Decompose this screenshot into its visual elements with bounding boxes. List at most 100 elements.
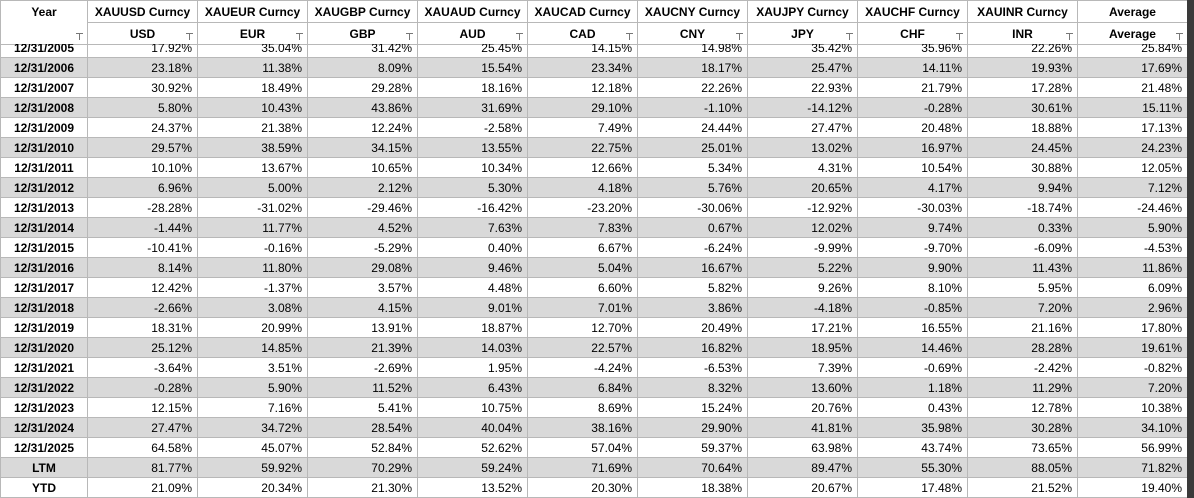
filter-icon[interactable] bbox=[956, 33, 963, 41]
cell: 28.28% bbox=[967, 337, 1078, 358]
cell: 19.40% bbox=[1077, 477, 1187, 498]
cell: -2.66% bbox=[87, 297, 198, 318]
cell: 14.85% bbox=[197, 337, 308, 358]
cell: 43.86% bbox=[307, 97, 418, 118]
row-label: 12/31/2019 bbox=[0, 317, 88, 338]
cell: 18.31% bbox=[87, 317, 198, 338]
column-header: XAUGBP Curncy bbox=[307, 0, 418, 23]
cell: 55.30% bbox=[857, 457, 968, 478]
cell: 0.33% bbox=[967, 217, 1078, 238]
cell: 23.18% bbox=[87, 57, 198, 78]
cell: 38.16% bbox=[527, 417, 638, 438]
cell: 19.93% bbox=[967, 57, 1078, 78]
cell: 29.08% bbox=[307, 257, 418, 278]
cell: 14.11% bbox=[857, 57, 968, 78]
cell: -0.85% bbox=[857, 297, 968, 318]
cell: 20.34% bbox=[197, 477, 308, 498]
cell: 6.60% bbox=[527, 277, 638, 298]
cell: 14.15% bbox=[527, 44, 638, 58]
cell: 21.16% bbox=[967, 317, 1078, 338]
cell: 5.95% bbox=[967, 277, 1078, 298]
cell: 0.40% bbox=[417, 237, 528, 258]
cell: 31.69% bbox=[417, 97, 528, 118]
data-row: 12/31/2012 6.96% 5.00% 2.12% 5.30% 4.18% 5.76%… bbox=[0, 177, 1187, 198]
filter-icon[interactable] bbox=[626, 33, 633, 41]
data-row: 12/31/2016 8.14% 11.80% 29.08% 9.46% 5.04% 16.… bbox=[0, 257, 1187, 278]
cell: 7.83% bbox=[527, 217, 638, 238]
cell: 11.43% bbox=[967, 257, 1078, 278]
cell: 17.13% bbox=[1077, 117, 1187, 138]
cell: 30.92% bbox=[87, 77, 198, 98]
filter-icon[interactable] bbox=[296, 33, 303, 41]
cell: 1.95% bbox=[417, 357, 528, 378]
cell: 43.74% bbox=[857, 437, 968, 458]
cell: 25.45% bbox=[417, 44, 528, 58]
cell: 63.98% bbox=[747, 437, 858, 458]
cell: 30.28% bbox=[967, 417, 1078, 438]
row-label: 12/31/2015 bbox=[0, 237, 88, 258]
column-header: XAUCAD Curncy bbox=[527, 0, 638, 23]
cell: 6.43% bbox=[417, 377, 528, 398]
cell: 4.18% bbox=[527, 177, 638, 198]
column-subheader: CNY bbox=[637, 22, 748, 45]
cell: 8.10% bbox=[857, 277, 968, 298]
column-header: XAUCNY Curncy bbox=[637, 0, 748, 23]
cell: -10.41% bbox=[87, 237, 198, 258]
cell: 35.98% bbox=[857, 417, 968, 438]
cell: 25.12% bbox=[87, 337, 198, 358]
cell: 25.01% bbox=[637, 137, 748, 158]
cell: 14.03% bbox=[417, 337, 528, 358]
cell: 41.81% bbox=[747, 417, 858, 438]
cell: 71.69% bbox=[527, 457, 638, 478]
cell: 12.78% bbox=[967, 397, 1078, 418]
row-label: LTM bbox=[0, 457, 88, 478]
cell: 18.87% bbox=[417, 317, 528, 338]
column-subheader: INR bbox=[967, 22, 1078, 45]
cell: 34.72% bbox=[197, 417, 308, 438]
cell: 6.84% bbox=[527, 377, 638, 398]
row-label: 12/31/2020 bbox=[0, 337, 88, 358]
cell: 20.67% bbox=[747, 477, 858, 498]
cell: 3.08% bbox=[197, 297, 308, 318]
row-label: 12/31/2024 bbox=[0, 417, 88, 438]
cell: 17.28% bbox=[967, 77, 1078, 98]
cell: 17.21% bbox=[747, 317, 858, 338]
data-row: 12/31/2007 30.92% 18.49% 29.28% 18.16% 12.18%… bbox=[0, 77, 1187, 98]
filter-icon[interactable] bbox=[1066, 33, 1073, 41]
cell: 38.59% bbox=[197, 137, 308, 158]
filter-icon[interactable] bbox=[516, 33, 523, 41]
column-subheader: GBP bbox=[307, 22, 418, 45]
cell: 12.18% bbox=[527, 77, 638, 98]
cell: 13.02% bbox=[747, 137, 858, 158]
column-header: XAUAUD Curncy bbox=[417, 0, 528, 23]
cell: 8.32% bbox=[637, 377, 748, 398]
cell: 9.46% bbox=[417, 257, 528, 278]
cell: 7.63% bbox=[417, 217, 528, 238]
row-label: 12/31/2025 bbox=[0, 437, 88, 458]
filter-icon[interactable] bbox=[76, 33, 83, 41]
data-row: YTD 21.09% 20.34% 21.30% 13.52% 20.30% 18.38% 2… bbox=[0, 477, 1187, 498]
row-label: 12/31/2017 bbox=[0, 277, 88, 298]
cell: 5.80% bbox=[87, 97, 198, 118]
header-table: Year XAUUSD Curncy XAUEUR Curncy XAUGBP Cur… bbox=[0, 0, 1187, 45]
cell: 10.38% bbox=[1077, 397, 1187, 418]
cell: -0.69% bbox=[857, 357, 968, 378]
filter-icon[interactable] bbox=[736, 33, 743, 41]
cell: 12.02% bbox=[747, 217, 858, 238]
cell: 31.42% bbox=[307, 44, 418, 58]
cell: 16.82% bbox=[637, 337, 748, 358]
filter-icon[interactable] bbox=[406, 33, 413, 41]
cell: 25.84% bbox=[1077, 44, 1187, 58]
row-label: 12/31/2018 bbox=[0, 297, 88, 318]
cell: 34.10% bbox=[1077, 417, 1187, 438]
filter-icon[interactable] bbox=[846, 33, 853, 41]
cell: 6.09% bbox=[1077, 277, 1187, 298]
cell: 1.18% bbox=[857, 377, 968, 398]
cell: 8.14% bbox=[87, 257, 198, 278]
cell: 10.65% bbox=[307, 157, 418, 178]
cell: 0.67% bbox=[637, 217, 748, 238]
filter-icon[interactable] bbox=[186, 33, 193, 41]
filter-icon[interactable] bbox=[1176, 33, 1183, 41]
cell: 12.24% bbox=[307, 117, 418, 138]
